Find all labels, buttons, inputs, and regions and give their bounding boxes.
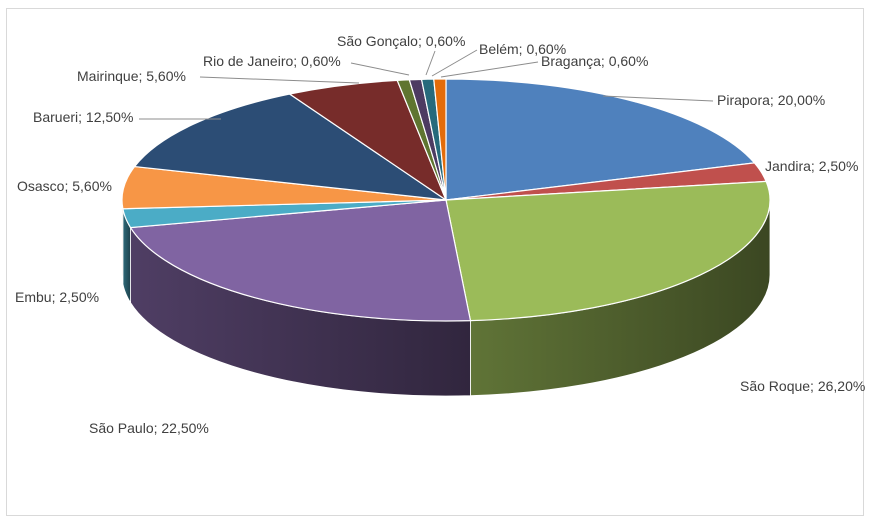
- data-label-9: São Gonçalo; 0,60%: [337, 33, 465, 49]
- data-label-4: Embu; 2,50%: [15, 289, 99, 305]
- leader-line-9: [425, 50, 436, 76]
- pie-slice-11: [433, 78, 447, 201]
- pie-sides: [121, 199, 771, 397]
- data-labels: Pirapora; 20,00% Jandira; 2,50% São Roque;…: [15, 33, 865, 436]
- pie-side-5: [121, 199, 124, 284]
- data-label-5: Osasco; 5,60%: [17, 178, 112, 194]
- leader-line-0: [602, 95, 714, 102]
- pie-slice-0: [445, 78, 756, 201]
- data-label-7: Mairinque; 5,60%: [77, 68, 186, 84]
- data-label-3: São Paulo; 22,50%: [89, 420, 209, 436]
- pie-slice-3: [129, 199, 472, 322]
- data-label-10: Belém; 0,60%: [479, 41, 566, 57]
- leader-lines: [139, 49, 714, 120]
- data-label-8: Rio de Janeiro; 0,60%: [203, 53, 341, 69]
- data-label-0: Pirapora; 20,00%: [717, 92, 825, 108]
- chart-area: Pirapora; 20,00% Jandira; 2,50% São Roque;…: [6, 8, 865, 516]
- pie-slice-6: [133, 93, 447, 201]
- leader-line-7: [199, 76, 360, 84]
- leader-line-8: [350, 62, 410, 76]
- leader-line-11: [440, 61, 539, 78]
- data-label-11: Bragança; 0,60%: [541, 53, 648, 69]
- pie-chart: Pirapora; 20,00% Jandira; 2,50% São Roque;…: [15, 33, 865, 436]
- leader-line-10: [431, 49, 478, 77]
- pie-top: [121, 78, 771, 322]
- data-label-2: São Roque; 26,20%: [740, 378, 865, 394]
- data-label-1: Jandira; 2,50%: [765, 158, 858, 174]
- pie-slice-2: [445, 180, 771, 322]
- data-label-6: Barueri; 12,50%: [33, 109, 133, 125]
